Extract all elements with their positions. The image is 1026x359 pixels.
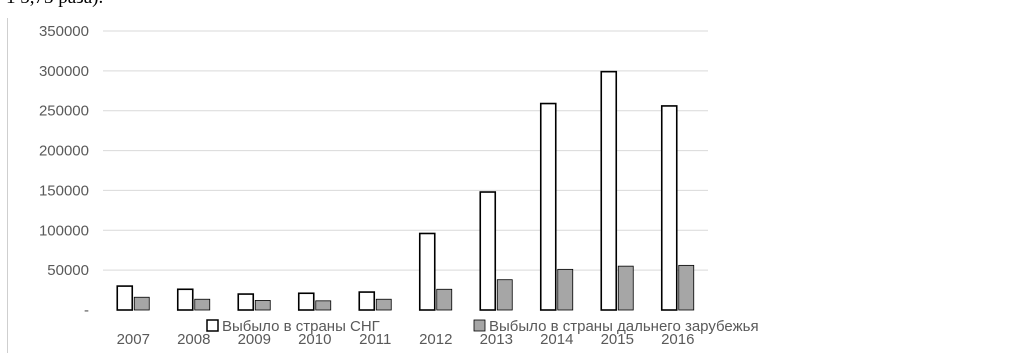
bar-far-abroad <box>254 300 271 311</box>
y-tick-label: 300000 <box>39 63 89 80</box>
bar-far-abroad <box>194 298 211 311</box>
x-tick-label: 2008 <box>177 331 210 348</box>
x-tick-label: 2014 <box>540 331 573 348</box>
bar-far-abroad <box>375 298 392 311</box>
y-tick-label: 150000 <box>39 182 89 199</box>
bar-far-abroad <box>315 300 332 311</box>
page-top-text: 1 5,73 раза). <box>6 0 103 9</box>
x-tick-label: 2012 <box>419 331 452 348</box>
x-tick-label: 2015 <box>601 331 634 348</box>
bar-cis <box>176 288 194 311</box>
x-tick-label: 2007 <box>117 331 150 348</box>
bar-cis <box>600 70 618 311</box>
y-tick-label: 250000 <box>39 103 89 120</box>
bar-cis <box>237 293 255 311</box>
grid-lines <box>103 30 708 271</box>
bar-far-abroad <box>557 268 574 311</box>
y-tick-label: 50000 <box>47 262 89 279</box>
y-tick-label: - <box>84 302 89 319</box>
x-tick-label: 2016 <box>661 331 694 348</box>
bar-cis <box>297 292 315 311</box>
bar-far-abroad <box>496 279 513 311</box>
legend-label-far-abroad: Выбыло в страны дальнего зарубежья <box>489 318 759 335</box>
left-border-line <box>7 18 8 353</box>
y-tick-label: 200000 <box>39 143 89 160</box>
x-axis: 2007 2008 2009 2010 2011 2012 2013 2014 2015 2016 <box>117 331 695 348</box>
legend-swatch-cis <box>206 319 219 332</box>
x-tick-label: 2013 <box>480 331 513 348</box>
bar-cis <box>358 291 376 311</box>
y-axis: 350000 300000 250000 200000 150000 100000 5000… <box>39 23 89 319</box>
x-tick-label: 2010 <box>298 331 331 348</box>
y-tick-label: 100000 <box>39 222 89 239</box>
bar-cis <box>479 191 497 311</box>
legend-label-cis: Выбыло в страны СНГ <box>222 318 380 335</box>
x-tick-label: 2011 <box>359 331 391 348</box>
x-tick-label: 2009 <box>238 331 271 348</box>
y-tick-label: 350000 <box>39 23 89 40</box>
bar-cis <box>660 105 678 311</box>
legend-swatch-far-abroad <box>473 319 486 332</box>
bar-far-abroad <box>617 265 634 311</box>
bars <box>116 70 695 311</box>
bar-cis <box>418 232 436 311</box>
bar-cis <box>539 102 557 311</box>
bar-far-abroad <box>678 264 695 311</box>
bar-far-abroad <box>133 296 150 311</box>
bar-far-abroad <box>436 288 453 311</box>
bar-cis <box>116 285 134 311</box>
legend: Выбыло в страны СНГ Выбыло в страны дальн… <box>206 318 759 335</box>
